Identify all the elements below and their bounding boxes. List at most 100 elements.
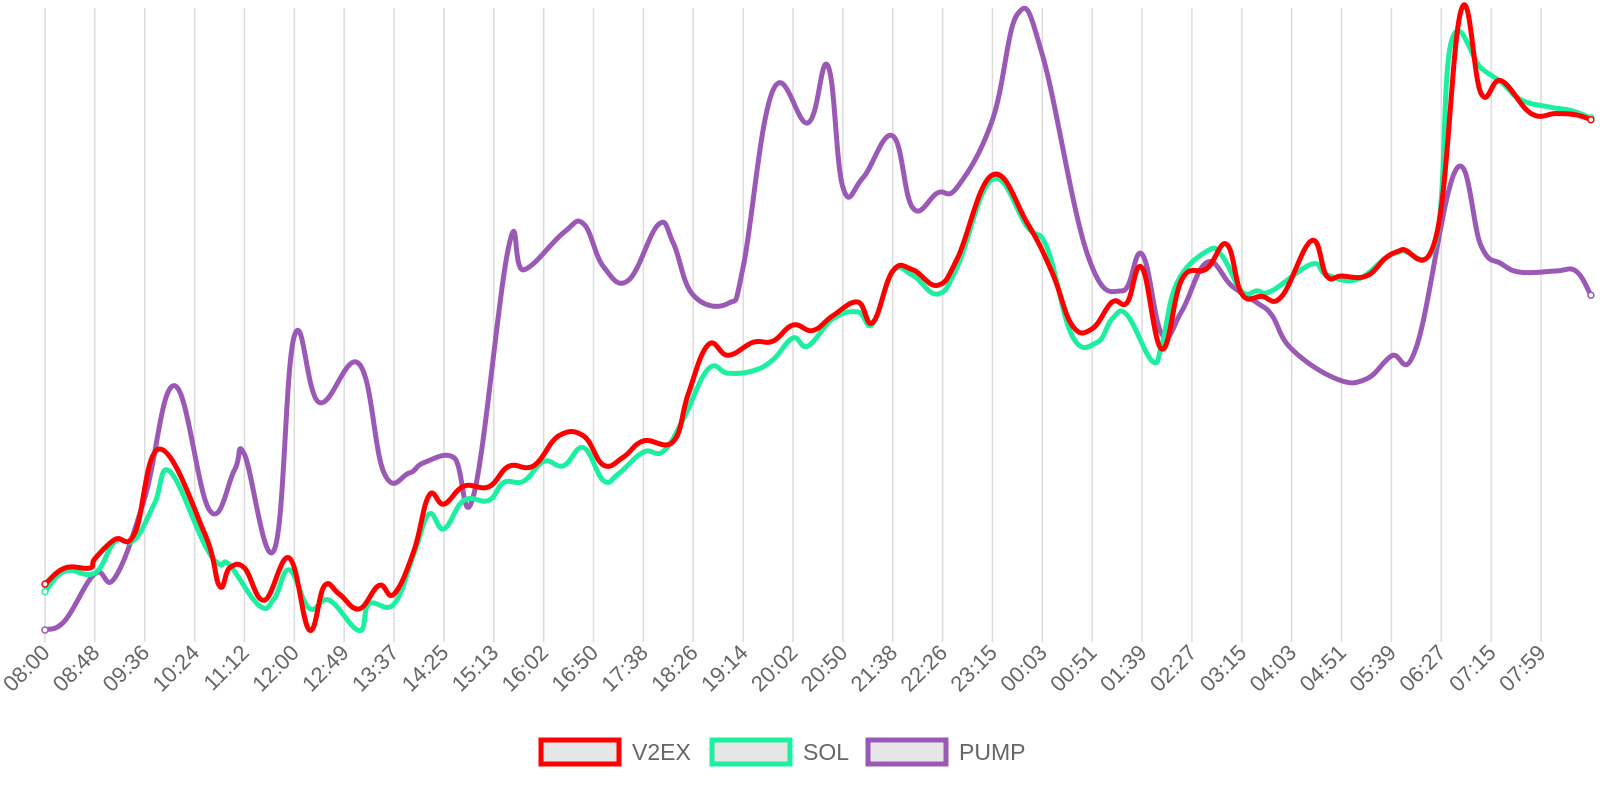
data-point-pump xyxy=(207,508,212,513)
data-point-pump xyxy=(561,230,566,235)
data-point-sol xyxy=(641,450,646,455)
data-point-v2ex xyxy=(486,484,491,489)
data-point-pump xyxy=(840,185,845,190)
data-point-pump xyxy=(581,221,586,226)
data-point-v2ex xyxy=(1324,274,1329,278)
x-tick-label: 00:03 xyxy=(995,640,1052,697)
data-point-v2ex xyxy=(855,300,860,304)
data-point-pump xyxy=(1499,261,1504,266)
data-point-sol xyxy=(1095,340,1100,345)
data-point-v2ex xyxy=(441,502,446,507)
data-point-v2ex xyxy=(322,584,327,588)
data-point-pump xyxy=(890,133,895,138)
data-point-v2ex xyxy=(41,580,49,588)
legend-item-sol[interactable]: SOL xyxy=(709,737,849,767)
x-tick-label: 13:37 xyxy=(347,640,404,697)
data-point-v2ex xyxy=(227,566,232,570)
data-point-sol xyxy=(272,596,277,601)
data-point-pump xyxy=(806,120,810,125)
data-point-v2ex xyxy=(1070,323,1075,328)
data-point-sol xyxy=(1150,358,1154,363)
x-tick-label: 10:24 xyxy=(148,640,205,697)
data-point-sol xyxy=(855,309,860,314)
legend-item-pump[interactable]: PUMP xyxy=(865,737,1025,767)
data-point-v2ex xyxy=(1279,294,1284,299)
legend-item-v2ex[interactable]: V2EX xyxy=(538,737,691,767)
data-point-v2ex xyxy=(1140,265,1145,270)
data-point-v2ex xyxy=(641,438,646,443)
data-point-sol xyxy=(92,571,97,575)
data-point-pump xyxy=(521,267,526,272)
data-point-sol xyxy=(392,602,397,606)
data-point-pump xyxy=(41,626,49,634)
data-point-pump xyxy=(1140,252,1145,257)
data-point-pump xyxy=(990,117,995,122)
data-point-v2ex xyxy=(830,313,835,318)
data-point-pump xyxy=(292,334,297,339)
data-point-v2ex xyxy=(1025,221,1030,226)
data-point-pump xyxy=(357,362,362,366)
data-point-pump xyxy=(407,471,411,476)
data-point-v2ex xyxy=(1499,78,1504,83)
data-point-pump xyxy=(242,452,247,457)
data-point-sol xyxy=(1269,288,1274,293)
data-point-pump xyxy=(656,222,661,227)
data-point-sol xyxy=(202,542,207,547)
data-point-v2ex xyxy=(1239,292,1244,296)
data-point-v2ex xyxy=(1384,255,1389,260)
x-tick-label: 02:27 xyxy=(1145,640,1202,697)
data-point-pump xyxy=(691,293,696,298)
data-point-pump xyxy=(726,301,731,306)
data-point-sol xyxy=(616,471,621,476)
data-point-sol xyxy=(257,603,262,608)
data-point-pump xyxy=(1269,313,1274,317)
x-tick-label: 09:36 xyxy=(98,640,155,697)
data-point-pump xyxy=(382,471,387,476)
data-point-v2ex xyxy=(92,556,97,561)
data-point-v2ex xyxy=(1180,277,1184,282)
data-point-v2ex xyxy=(706,342,711,347)
data-point-sol xyxy=(441,526,446,531)
data-point-v2ex xyxy=(87,566,92,570)
data-point-pump xyxy=(1587,291,1595,299)
data-point-v2ex xyxy=(791,323,795,327)
data-point-pump xyxy=(451,455,456,460)
legend-swatch-sol xyxy=(709,737,793,767)
data-point-v2ex xyxy=(1110,300,1115,304)
data-point-pump xyxy=(1414,345,1419,350)
data-point-v2ex xyxy=(990,172,995,177)
data-point-sol xyxy=(1309,262,1314,267)
data-point-pump xyxy=(1085,251,1090,256)
data-point-sol xyxy=(726,371,731,376)
x-tick-label: 20:02 xyxy=(746,640,803,697)
x-tick-label: 07:15 xyxy=(1444,640,1501,697)
data-point-v2ex xyxy=(1160,347,1164,352)
data-point-v2ex xyxy=(262,598,267,603)
data-point-sol xyxy=(706,367,711,371)
data-point-sol xyxy=(1254,288,1259,293)
data-point-pump xyxy=(272,547,277,552)
x-tick-label: 17:38 xyxy=(596,640,653,697)
data-point-pump xyxy=(1454,167,1459,172)
data-point-sol xyxy=(1219,253,1224,258)
data-point-pump xyxy=(1180,308,1184,313)
data-point-sol xyxy=(1479,66,1484,71)
x-tick-label: 23:15 xyxy=(945,640,1002,697)
legend-label-pump: PUMP xyxy=(959,739,1025,765)
data-point-pump xyxy=(172,383,177,388)
data-point-v2ex xyxy=(751,340,756,345)
grid xyxy=(44,8,1542,642)
x-tick-label: 04:03 xyxy=(1245,640,1302,697)
data-point-pump xyxy=(626,278,631,283)
data-point-v2ex xyxy=(357,606,362,611)
data-point-pump xyxy=(1229,283,1234,288)
x-tick-label: 11:12 xyxy=(199,640,254,695)
data-point-pump xyxy=(955,184,960,189)
data-point-v2ex xyxy=(506,464,511,469)
data-point-pump xyxy=(601,264,606,269)
data-point-v2ex xyxy=(307,628,312,632)
data-point-pump xyxy=(1364,376,1369,381)
data-point-pump xyxy=(422,460,426,465)
data-point-v2ex xyxy=(62,566,67,570)
data-point-pump xyxy=(1554,269,1558,273)
